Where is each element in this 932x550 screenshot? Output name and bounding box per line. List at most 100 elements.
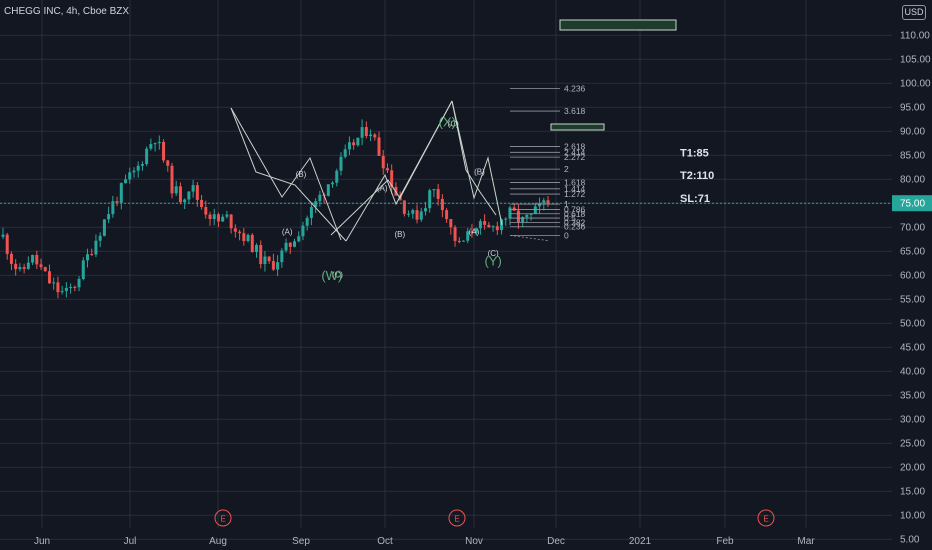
candle-body: [225, 214, 229, 217]
candle-body: [516, 210, 520, 223]
candle-body: [212, 214, 216, 220]
candle-body: [390, 170, 394, 187]
candle-body: [178, 186, 182, 203]
candle-body: [305, 217, 309, 226]
candle-body: [364, 127, 368, 137]
fib-level-label: 3.618: [564, 106, 586, 116]
y-tick-label: 85.00: [900, 151, 925, 162]
earnings-marker[interactable]: [448, 509, 466, 527]
y-tick-label: 70.00: [900, 223, 925, 234]
candle-body: [360, 127, 364, 138]
candle-body: [415, 210, 419, 220]
candle-body: [267, 256, 271, 262]
wave-sub-label: (B): [394, 230, 405, 239]
candle-body: [495, 226, 499, 231]
target-zone-box: [550, 123, 605, 131]
candle-body: [411, 210, 415, 214]
candle-body: [47, 271, 51, 284]
candle-body: [64, 287, 68, 292]
y-tick-label: 110.00: [900, 31, 930, 42]
candle-body: [339, 156, 343, 171]
candle-body: [14, 263, 18, 270]
fib-level-label: 1.272: [564, 189, 586, 199]
candle-body: [318, 194, 322, 202]
candle-body: [487, 224, 491, 228]
x-tick-label: 2021: [629, 536, 652, 547]
candle-body: [402, 200, 406, 214]
candle-body: [31, 254, 35, 263]
y-tick-label: 20.00: [900, 463, 925, 474]
candle-body: [449, 219, 453, 228]
candle-body: [529, 213, 533, 215]
candle-body: [259, 244, 263, 265]
candle-body: [60, 291, 64, 293]
x-tick-label: Jun: [34, 536, 50, 547]
wave-degree-label: (Y): [484, 254, 501, 269]
y-tick-label: 25.00: [900, 439, 925, 450]
candle-body: [250, 234, 254, 253]
candle-body: [77, 278, 81, 288]
y-tick-label: 80.00: [900, 175, 925, 186]
candle-body: [242, 233, 246, 242]
candle-body: [542, 200, 546, 204]
candle-body: [145, 148, 149, 165]
candle-body: [470, 231, 474, 234]
y-tick-label: 35.00: [900, 391, 925, 402]
symbol-title: CHEGG INC, 4h, Cboe BZX: [4, 6, 130, 17]
target-label: SL:71: [680, 193, 710, 205]
candle-body: [81, 260, 85, 279]
candle-body: [508, 207, 512, 219]
candle-body: [301, 225, 305, 237]
candle-body: [254, 244, 258, 253]
candle-body: [111, 201, 115, 215]
candle-body: [331, 182, 335, 185]
candle-body: [538, 203, 542, 207]
current-price-label: 75.00: [900, 199, 925, 210]
candle-body: [377, 137, 381, 156]
fib-level-label: 0.5: [564, 213, 576, 223]
candle-body: [94, 240, 98, 255]
fib-level-label: 0.382: [564, 217, 586, 227]
fib-level-label: 0.618: [564, 209, 586, 219]
candle-body: [546, 200, 550, 204]
candle-body: [221, 216, 225, 222]
candle-body: [85, 254, 89, 261]
candle-body: [183, 199, 187, 203]
fib-level-label: 0: [564, 230, 569, 240]
candle-body: [263, 256, 267, 265]
candle-body: [314, 201, 318, 207]
candle-body: [98, 235, 102, 241]
fib-level-label: 2.414: [564, 147, 586, 157]
wave-line: [230, 107, 342, 241]
candle-body: [132, 170, 136, 173]
fib-level-label: 1.618: [564, 178, 586, 188]
earnings-marker[interactable]: [757, 509, 775, 527]
candle-body: [385, 168, 389, 171]
wave-degree-label: (W): [321, 268, 342, 283]
fib-level-label: 1: [564, 199, 569, 209]
wave-line: [451, 100, 503, 226]
y-tick-label: 45.00: [900, 343, 925, 354]
candle-body: [9, 253, 13, 264]
candle-body: [309, 206, 313, 218]
candle-body: [504, 218, 508, 220]
candle-body: [326, 184, 330, 196]
candle-body: [1, 234, 5, 237]
wave-sub-label: (A): [377, 184, 388, 193]
candle-body: [419, 211, 423, 220]
candle-body: [491, 226, 495, 228]
candle-body: [5, 234, 9, 254]
candle-body: [440, 198, 444, 211]
y-tick-label: 10.00: [900, 511, 925, 522]
candle-body: [149, 144, 153, 149]
earnings-marker[interactable]: [214, 509, 232, 527]
candle-body: [233, 228, 237, 232]
fib-level-label: 2.618: [564, 142, 586, 152]
currency-button[interactable]: USD: [902, 5, 926, 20]
fib-level-label: 2.272: [564, 152, 586, 162]
candle-body: [128, 172, 132, 180]
candle-body: [288, 242, 292, 247]
wave-sub-label: (C): [448, 119, 459, 128]
